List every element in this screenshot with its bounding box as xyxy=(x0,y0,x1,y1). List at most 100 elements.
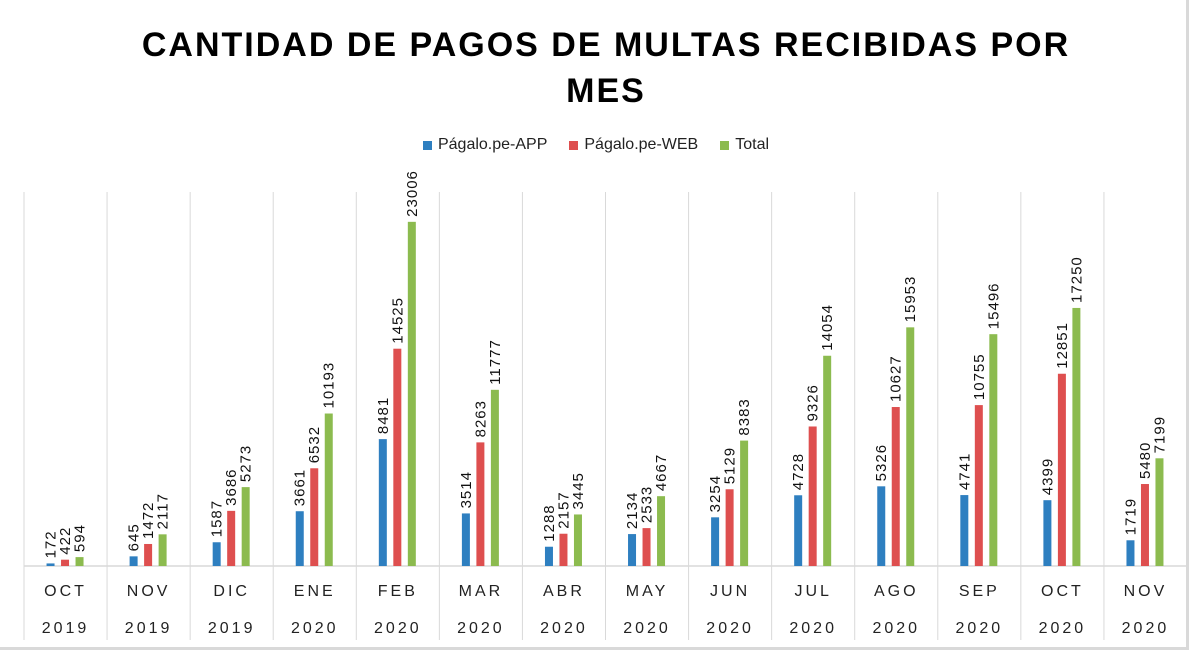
x-tick-year: 2020 xyxy=(1039,620,1087,637)
x-tick-year: 2020 xyxy=(1122,620,1170,637)
data-label: 2533 xyxy=(639,486,656,523)
data-label: 4667 xyxy=(653,454,670,491)
bar-total xyxy=(241,487,250,566)
x-tick-year: 2020 xyxy=(457,620,505,637)
data-label: 12851 xyxy=(1054,322,1071,369)
bar-p-galo-pe-app xyxy=(794,495,803,566)
data-label: 5480 xyxy=(1137,442,1154,479)
bar-total xyxy=(407,221,416,566)
data-label: 8263 xyxy=(472,400,489,437)
bar-total xyxy=(573,514,582,566)
x-tick-year: 2020 xyxy=(623,620,671,637)
bar-p-galo-pe-app xyxy=(129,556,138,566)
bar-p-galo-pe-app xyxy=(1043,500,1052,566)
bar-p-galo-pe-app xyxy=(295,511,304,566)
bar-total xyxy=(1155,458,1164,566)
legend-item: Total xyxy=(720,136,769,154)
data-label: 1719 xyxy=(1122,498,1139,535)
bar-p-galo-pe-app xyxy=(461,513,470,566)
data-label: 8383 xyxy=(736,398,753,435)
data-label: 3686 xyxy=(223,468,240,505)
x-tick-year: 2020 xyxy=(872,620,920,637)
bar-p-galo-pe-web xyxy=(559,533,568,566)
bar-p-galo-pe-web xyxy=(891,407,900,566)
data-label: 14054 xyxy=(819,304,836,351)
bar-total xyxy=(906,327,915,566)
data-label: 23006 xyxy=(404,170,421,217)
data-label: 594 xyxy=(72,524,89,552)
bar-p-galo-pe-web xyxy=(974,405,983,566)
bar-p-galo-pe-app xyxy=(711,517,720,566)
x-tick-month: NOV xyxy=(127,583,171,600)
data-label: 9326 xyxy=(805,384,822,421)
x-tick-month: SEP xyxy=(959,583,1000,600)
x-tick-year: 2020 xyxy=(374,620,422,637)
bar-p-galo-pe-web xyxy=(476,442,485,566)
data-label: 17250 xyxy=(1068,256,1085,303)
data-label: 2134 xyxy=(624,492,641,529)
data-label: 1587 xyxy=(209,500,226,537)
data-label: 2117 xyxy=(155,493,172,529)
data-label: 1288 xyxy=(541,504,558,541)
data-label: 172 xyxy=(43,530,60,558)
bar-p-galo-pe-app xyxy=(378,439,387,566)
bar-p-galo-pe-web xyxy=(227,510,236,566)
bar-total xyxy=(490,389,499,566)
data-label: 4741 xyxy=(956,453,973,490)
data-label: 3254 xyxy=(707,475,724,512)
bar-p-galo-pe-app xyxy=(877,486,886,566)
legend-label: Págalo.pe-WEB xyxy=(584,136,699,153)
data-label: 10193 xyxy=(321,362,338,409)
bar-p-galo-pe-web xyxy=(725,489,734,566)
bar-p-galo-pe-web xyxy=(310,468,319,566)
x-tick-month: OCT xyxy=(1041,583,1084,600)
x-tick-month: MAR xyxy=(459,583,504,600)
data-label: 3514 xyxy=(458,471,475,508)
x-tick-month: ENE xyxy=(294,583,336,600)
legend-label: Págalo.pe-APP xyxy=(437,136,548,153)
legend-swatch xyxy=(569,140,579,150)
x-tick-year: 2020 xyxy=(789,620,837,637)
x-tick-month: DIC xyxy=(213,583,250,600)
legend-item: Págalo.pe-APP xyxy=(422,136,548,154)
legend-item: Págalo.pe-WEB xyxy=(569,136,698,154)
bar-p-galo-pe-app xyxy=(212,542,221,566)
data-label: 7199 xyxy=(1151,416,1168,453)
data-label: 5129 xyxy=(722,447,739,484)
data-label: 10755 xyxy=(971,353,988,400)
data-label: 2157 xyxy=(555,491,572,528)
bar-p-galo-pe-app xyxy=(628,534,637,566)
bar-p-galo-pe-app xyxy=(1126,540,1135,566)
bar-p-galo-pe-app xyxy=(544,546,553,566)
bar-total xyxy=(324,413,333,566)
x-tick-year: 2020 xyxy=(956,620,1004,637)
x-tick-month: FEB xyxy=(378,583,418,600)
bar-p-galo-pe-web xyxy=(61,559,70,566)
data-label: 8481 xyxy=(375,397,392,434)
bar-total xyxy=(823,355,832,566)
data-label: 5273 xyxy=(238,445,255,482)
bar-total xyxy=(989,334,998,566)
bar-p-galo-pe-web xyxy=(808,426,817,566)
data-label: 4728 xyxy=(790,453,807,490)
x-tick-month: AGO xyxy=(874,583,919,600)
x-tick-year: 2019 xyxy=(208,620,256,637)
bar-total xyxy=(740,440,749,566)
x-tick-month: MAY xyxy=(626,583,668,600)
data-label: 422 xyxy=(57,527,74,555)
x-tick-month: ABR xyxy=(543,583,585,600)
legend-swatch xyxy=(422,140,432,150)
bar-total xyxy=(75,557,84,566)
data-label: 6532 xyxy=(306,426,323,463)
bar-p-galo-pe-app xyxy=(960,495,969,566)
data-label: 14525 xyxy=(389,297,406,344)
data-label: 645 xyxy=(126,523,143,551)
x-tick-year: 2019 xyxy=(42,620,90,637)
x-tick-month: NOV xyxy=(1124,583,1168,600)
bar-total xyxy=(657,496,666,566)
data-label: 3445 xyxy=(570,472,587,509)
bar-total xyxy=(1072,307,1081,566)
bar-p-galo-pe-web xyxy=(1140,484,1149,566)
data-label: 5326 xyxy=(873,444,890,481)
